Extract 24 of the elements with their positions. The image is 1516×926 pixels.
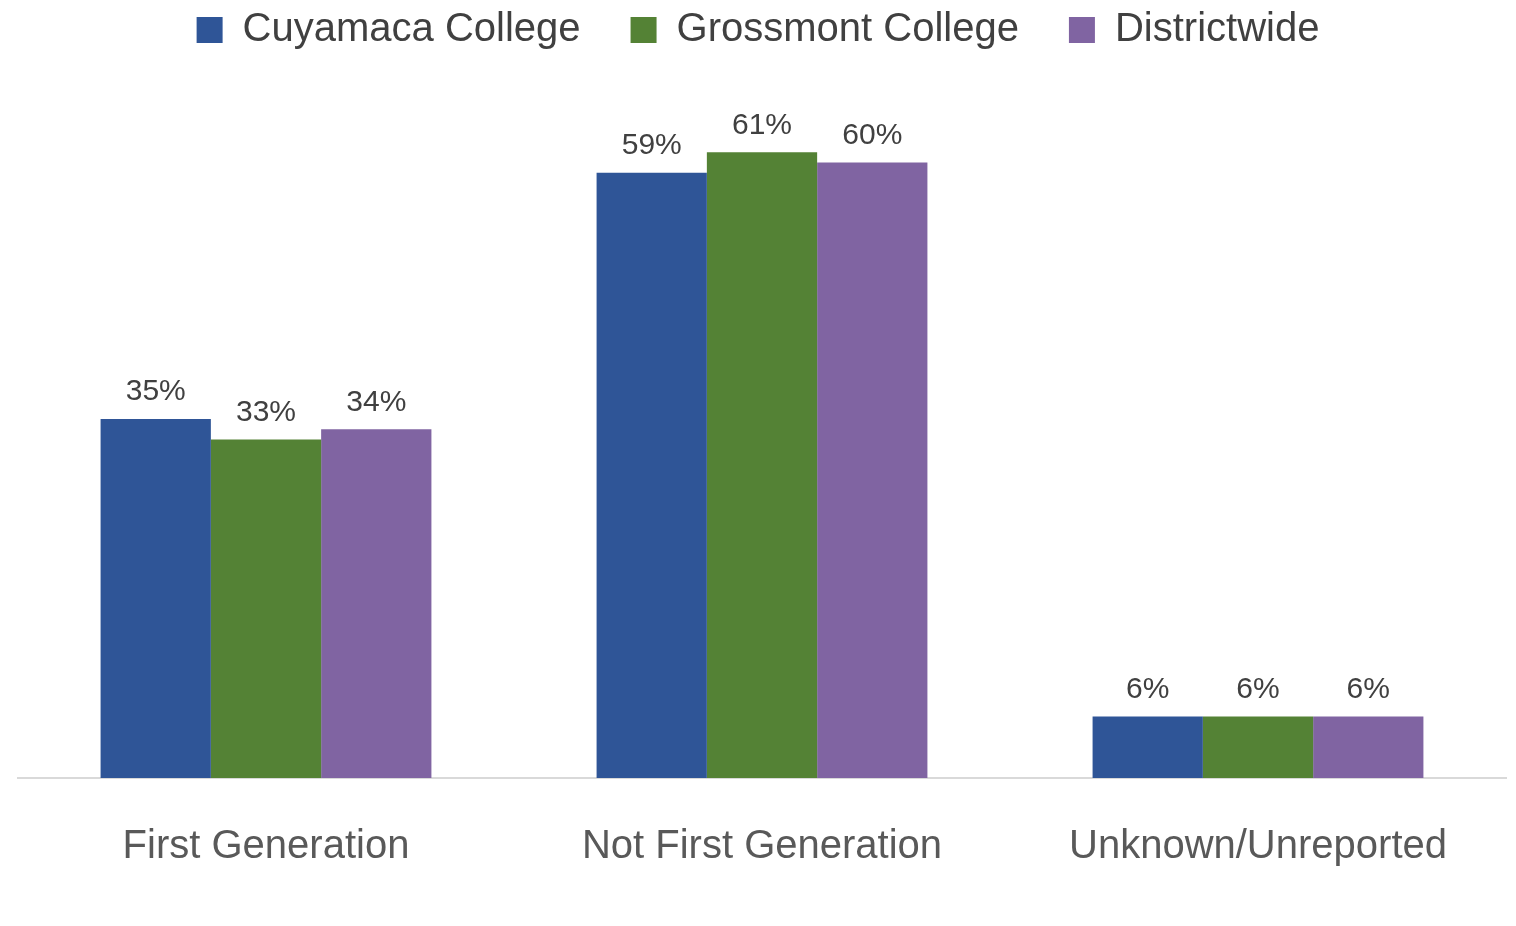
legend-label: Districtwide — [1114, 5, 1320, 50]
x-tick-label: First Generation — [122, 822, 410, 867]
bar — [1092, 716, 1203, 778]
data-label: 59% — [621, 127, 682, 161]
data-label: 61% — [731, 106, 793, 140]
legend-label: Cuyamaca College — [242, 5, 581, 50]
data-label: 6% — [1236, 670, 1280, 704]
x-tick-label: Not First Generation — [581, 822, 943, 867]
data-label: 6% — [1346, 670, 1390, 704]
x-tick-label: Unknown/Unreported — [1069, 822, 1447, 867]
bar — [1202, 716, 1314, 778]
legend-label: Grossmont College — [676, 5, 1019, 50]
data-label: 6% — [1126, 670, 1170, 704]
data-label: 33% — [235, 393, 297, 427]
bar — [817, 162, 928, 778]
bar — [321, 429, 432, 778]
bar — [1313, 716, 1424, 778]
bar — [706, 152, 818, 778]
bar — [210, 439, 322, 778]
data-label: 34% — [346, 383, 407, 417]
bar — [596, 172, 707, 778]
bar — [100, 419, 211, 778]
data-label: 60% — [842, 116, 903, 150]
data-label: 35% — [125, 373, 186, 407]
